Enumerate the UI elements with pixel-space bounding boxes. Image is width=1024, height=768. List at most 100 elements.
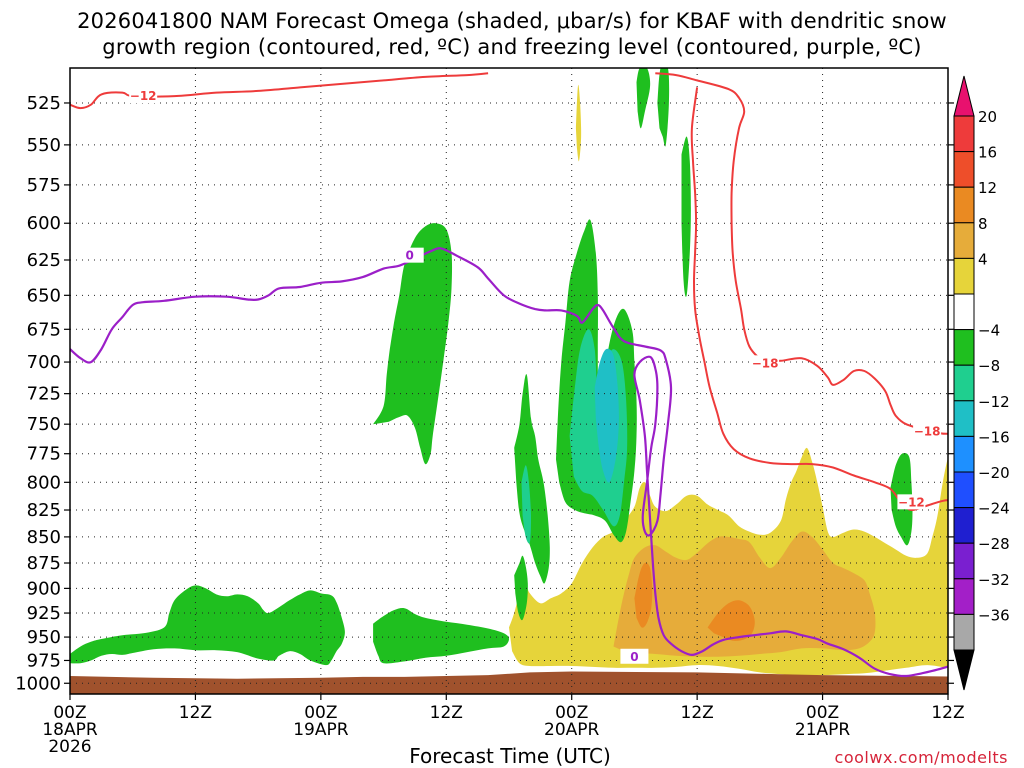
contour-label-4: 0 — [406, 249, 414, 263]
colorbar-label-8: −16 — [978, 428, 1010, 446]
omega-region--12_to_-16-0 — [594, 348, 619, 483]
omega-region--4_to_-8-9 — [514, 555, 528, 621]
colorbar-label-7: −12 — [978, 393, 1010, 411]
contour-label-group-4: 0 — [395, 247, 424, 263]
freezing-level-contour — [70, 247, 948, 678]
contour-label-bg-3 — [897, 494, 926, 510]
omega-region--4_to_-8-8 — [373, 608, 509, 664]
contour-label-2: −18 — [914, 424, 941, 438]
y-tick-label-625: 625 — [27, 250, 61, 271]
colorbar-label-1: 16 — [978, 144, 997, 162]
colorbar-box-1 — [953, 151, 975, 188]
contour-label-1: −18 — [752, 356, 779, 370]
y-tick-label-725: 725 — [27, 384, 61, 405]
y-tick-label-850: 850 — [27, 527, 61, 548]
colorbar-box-6 — [953, 329, 975, 366]
colorbar-box-11 — [953, 507, 975, 544]
dendritic-contour-m12_east — [655, 72, 948, 435]
chart-title-line-1: 2026041800 NAM Forecast Omega (shaded, μ… — [77, 9, 947, 33]
x-tick-label-0-2: 2026 — [48, 737, 91, 757]
omega-region-12_to_16-0 — [634, 562, 653, 628]
colorbar-box-13 — [953, 578, 975, 615]
x-tick-label-84-0: 12Z — [931, 703, 964, 723]
contour-label-bg-2 — [913, 423, 942, 439]
colorbar-label-9: −20 — [978, 464, 1010, 482]
colorbar-label-5: −4 — [978, 322, 1000, 340]
y-tick-label-825: 825 — [27, 500, 61, 521]
x-tick-label-60-0: 12Z — [681, 703, 714, 723]
x-tick-label-48-1: 20APR — [544, 720, 600, 740]
colorbar-box-14 — [953, 613, 975, 651]
plot-frame — [69, 67, 949, 695]
y-tick-label-650: 650 — [27, 285, 61, 306]
colorbar-label-12: −32 — [978, 571, 1010, 589]
colorbar-box-10 — [953, 471, 975, 509]
terrain-fill — [70, 671, 948, 694]
contour-label-bg-1 — [751, 355, 780, 371]
omega-region--4_to_-8-3 — [636, 68, 651, 129]
contour-label-group-3: −12 — [897, 494, 926, 510]
colorbar-bottom-tip — [953, 649, 975, 691]
y-tick-label-875: 875 — [27, 553, 61, 574]
colorbar-label-4: 4 — [978, 250, 988, 268]
colorbar-box-4 — [953, 257, 975, 295]
contour-label-bg-0 — [129, 88, 158, 104]
colorbar-box-2 — [953, 186, 975, 224]
contour-label-0: −12 — [130, 89, 157, 103]
plot-area: −12 −18 −18 −12 0 0 — [70, 68, 948, 694]
colorbar-label-0: 20 — [978, 108, 997, 126]
contour-label-group-0: −12 — [129, 88, 158, 104]
colorbar-label-6: −8 — [978, 357, 1000, 375]
colorbar-label-2: 12 — [978, 179, 997, 197]
dendritic-contour-m12_low — [690, 87, 948, 512]
colorbar-label-11: −28 — [978, 535, 1010, 553]
omega-region--4_to_-8-1 — [514, 374, 550, 584]
y-tick-label-750: 750 — [27, 414, 61, 435]
omega-region--8_to_-12-0 — [521, 465, 532, 544]
contour-label-3: −12 — [898, 495, 925, 509]
omega-region--4_to_-8-5 — [681, 136, 691, 297]
omega-region-8_to_12-0 — [613, 531, 876, 657]
colorbar-box-7 — [953, 364, 975, 402]
y-tick-label-675: 675 — [27, 319, 61, 340]
contour-label-5: 0 — [630, 650, 638, 664]
x-tick-label-24-1: 19APR — [293, 720, 349, 740]
x-tick-label-36-0: 12Z — [430, 703, 463, 723]
chart-title: 2026041800 NAM Forecast Omega (shaded, μ… — [0, 8, 1024, 60]
colorbar-top-tip — [953, 75, 975, 117]
omega-region--4_to_-8-4 — [657, 68, 670, 147]
y-tick-label-600: 600 — [27, 213, 61, 234]
y-tick-label-925: 925 — [27, 603, 61, 624]
y-tick-label-775: 775 — [27, 444, 61, 465]
y-tick-label-1000: 1000 — [15, 673, 61, 694]
colorbar-box-0 — [953, 115, 975, 153]
x-axis-title: Forecast Time (UTC) — [409, 744, 611, 768]
x-tick-label-72-0: 00Z — [806, 703, 839, 723]
colorbar-box-3 — [953, 222, 975, 259]
chart-title-line-2: growth region (contoured, red, ºC) and f… — [102, 35, 922, 59]
colorbar-label-13: −36 — [978, 606, 1010, 624]
colorbar-box-5 — [953, 293, 975, 331]
omega-region-12_to_16-1 — [707, 600, 755, 641]
y-tick-label-575: 575 — [27, 175, 61, 196]
contour-label-group-1: −18 — [751, 355, 780, 371]
source-credit: coolwx.com/modelts — [834, 748, 1008, 767]
x-tick-label-0-1: 18APR — [42, 720, 98, 740]
x-tick-label-0-0: 00Z — [53, 703, 86, 723]
contour-label-bg-5 — [620, 648, 649, 664]
colorbar-label-10: −24 — [978, 500, 1010, 518]
y-tick-label-950: 950 — [27, 627, 61, 648]
x-tick-label-48-0: 00Z — [555, 703, 588, 723]
y-tick-label-975: 975 — [27, 650, 61, 671]
x-tick-label-12-0: 12Z — [179, 703, 212, 723]
contour-label-group-5: 0 — [620, 648, 649, 664]
dendritic-contour-m12 — [70, 72, 489, 110]
y-tick-label-525: 525 — [27, 93, 61, 114]
y-tick-label-550: 550 — [27, 135, 61, 156]
y-tick-label-800: 800 — [27, 472, 61, 493]
omega-region--4_to_-8-0 — [373, 223, 453, 465]
contour-label-bg-4 — [395, 247, 424, 263]
omega-region--4_to_-8-7 — [70, 585, 345, 666]
x-tick-label-24-0: 00Z — [304, 703, 337, 723]
